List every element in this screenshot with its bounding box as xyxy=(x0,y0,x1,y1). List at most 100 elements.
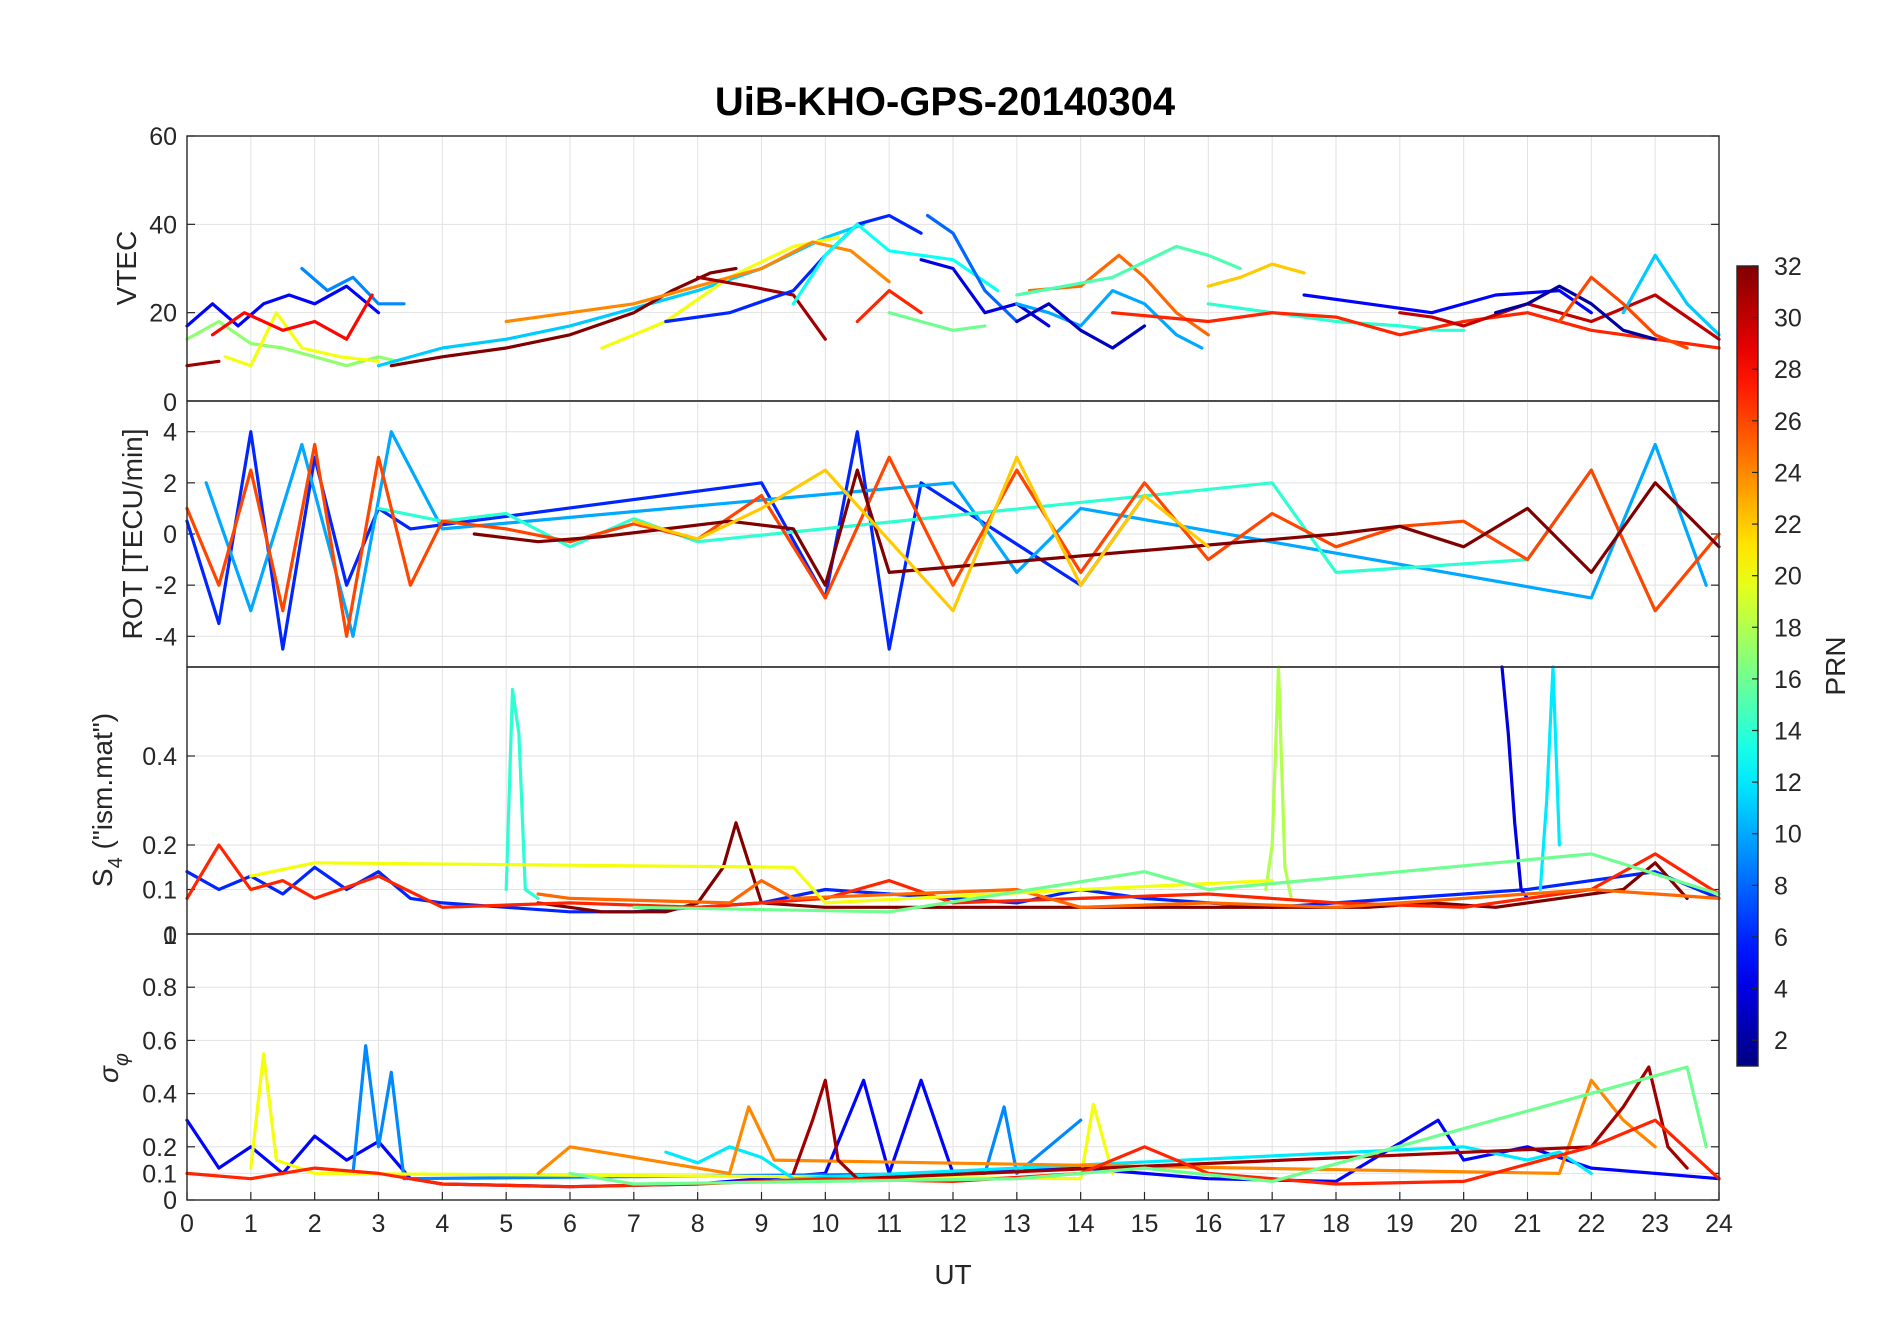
x-tick-label: 0 xyxy=(180,1210,194,1238)
vtec-series-prn-11 xyxy=(1621,253,1721,337)
s4-series-prn-25 xyxy=(536,878,1721,909)
x-tick-label: 21 xyxy=(1514,1210,1542,1238)
x-tick-label: 19 xyxy=(1386,1210,1414,1238)
sigma-series-prn-16 xyxy=(568,1065,1708,1186)
colorbar-tick-label: 14 xyxy=(1774,718,1802,746)
vtec-series-prn-32 xyxy=(389,266,738,368)
sigma-y-ticks: 00.10.2 0.4 0.6 0.8 xyxy=(142,974,1719,1215)
rot-grid xyxy=(187,401,1719,667)
rot-panel: -4 -2 0 2 4 0 ROT [TECU/min] xyxy=(117,389,1721,668)
colorbar-gradient xyxy=(1737,266,1758,1066)
sigma-panel: 00.10.20.40.60.8 0 1 2 3 4 5 6 7 8 9 10 11 12 13 14 15 1… xyxy=(93,922,1733,1290)
rot-series xyxy=(185,430,1721,651)
sigma-label-sub: φ xyxy=(111,1053,133,1066)
s4-series-prn-14 xyxy=(504,687,540,901)
sigma-series-prn-24 xyxy=(536,1078,1657,1176)
vtec-series-prn-3 xyxy=(1015,302,1147,350)
sigma-y-tick-label: 0.2 xyxy=(142,1134,177,1162)
s4-series xyxy=(185,665,1721,914)
x-tick-label: 2 xyxy=(308,1210,322,1238)
rot-series-prn-10 xyxy=(204,430,1708,638)
x-axis-label: UT xyxy=(934,1259,971,1290)
sigma-axes-frame xyxy=(186,933,1720,1201)
colorbar-tick-label: 22 xyxy=(1774,511,1802,539)
x-tick-label: 1 xyxy=(244,1210,258,1238)
vtec-series-prn-27 xyxy=(1110,311,1721,350)
s4-label-main: S xyxy=(87,868,118,887)
s4-series-prn-6 xyxy=(185,865,1721,914)
figure-title: UiB-KHO-GPS-20140304 xyxy=(715,80,1176,124)
s4-bottom-label: 0 xyxy=(163,922,177,950)
colorbar-tick-label: 26 xyxy=(1774,408,1802,436)
vtec-series-prn-9 xyxy=(300,266,406,306)
vtec-series-prn-30 xyxy=(1398,293,1721,341)
x-tick-label: 23 xyxy=(1641,1210,1669,1238)
x-tick-label: 7 xyxy=(627,1210,641,1238)
vtec-series-prn-25 xyxy=(1027,253,1210,337)
vtec-series xyxy=(185,213,1721,368)
vtec-y-tick-label: 40 xyxy=(149,211,177,239)
sigma-series-prn-5 xyxy=(185,1078,1721,1189)
colorbar-tick-label: 18 xyxy=(1774,614,1802,642)
x-tick-label: 5 xyxy=(499,1210,513,1238)
x-tick-label: 6 xyxy=(563,1210,577,1238)
vtec-series-prn-13 xyxy=(791,222,1000,306)
sigma-y-tick-label: 0 xyxy=(163,1187,177,1215)
vtec-series-prn-15 xyxy=(1015,244,1242,297)
sigma-series-prn-27 xyxy=(185,1118,1721,1189)
s4-series-prn-18 xyxy=(1264,665,1293,901)
rot-y-tick-label: -4 xyxy=(155,623,177,651)
vtec-series-prn-20 xyxy=(223,311,381,368)
x-tick-label: 11 xyxy=(876,1210,902,1238)
x-tick-label: 20 xyxy=(1450,1210,1478,1238)
colorbar-tick-label: 32 xyxy=(1774,253,1802,281)
colorbar-tick-label: 2 xyxy=(1774,1027,1788,1055)
s4-y-tick-label: 0.2 xyxy=(142,832,177,860)
sigma-x-ticks: 0 1 2 3 4 5 6 7 8 9 10 11 12 13 14 15 16 17 18 19 20 21 22 23 24 xyxy=(180,1192,1733,1238)
s4-series-prn-20 xyxy=(249,861,1274,905)
s4-y-ticks: 0.1 0.2 0.4 xyxy=(142,743,1719,905)
colorbar-tick-label: 6 xyxy=(1774,924,1788,952)
x-tick-label: 3 xyxy=(372,1210,386,1238)
vtec-series-prn-6 xyxy=(664,213,923,324)
sigma-y-tick-label: 0.4 xyxy=(142,1081,177,1109)
vtec-series-prn-28 xyxy=(210,293,374,341)
colorbar-tick-label: 4 xyxy=(1774,976,1788,1004)
vtec-series-prn-16 xyxy=(887,311,987,332)
sigma-series-prn-31 xyxy=(791,1065,1689,1181)
rot-y-axis-label: ROT [TECU/min] xyxy=(117,428,148,639)
colorbar-tick-label: 10 xyxy=(1774,821,1802,849)
vtec-series-prn-8 xyxy=(925,213,1019,324)
vtec-series-prn-27 xyxy=(855,289,923,324)
colorbar-tick-label: 20 xyxy=(1774,563,1802,591)
vtec-series-prn-14 xyxy=(1206,302,1466,332)
x-tick-label: 10 xyxy=(811,1210,839,1238)
sigma-series xyxy=(185,1044,1721,1189)
colorbar-tick-label: 30 xyxy=(1774,305,1802,333)
rot-y-tick-label: -2 xyxy=(155,572,177,600)
vtec-grid xyxy=(187,135,1719,401)
sigma-grid xyxy=(187,934,1719,1201)
x-tick-label: 9 xyxy=(755,1210,769,1238)
vtec-series-prn-24 xyxy=(504,240,891,324)
rot-y-ticks: -4 -2 0 2 4 xyxy=(155,419,1719,651)
vtec-series-prn-4 xyxy=(919,258,1051,328)
x-tick-label: 14 xyxy=(1067,1210,1095,1238)
sigma-top-label: 1 xyxy=(163,922,177,950)
rot-top-label: 0 xyxy=(163,389,177,417)
s4-series-prn-4 xyxy=(1500,665,1530,901)
x-tick-label: 15 xyxy=(1131,1210,1159,1238)
sigma-y-tick-label: 0.1 xyxy=(142,1160,177,1188)
vtec-y-axis-label: VTEC xyxy=(111,231,142,306)
x-tick-label: 24 xyxy=(1705,1210,1733,1238)
rot-series-prn-6 xyxy=(185,430,1147,651)
rot-series-prn-22 xyxy=(632,455,1210,613)
vtec-series-prn-31 xyxy=(185,359,221,368)
s4-y-tick-label: 0.4 xyxy=(142,743,177,771)
s4-y-tick-label: 0.1 xyxy=(142,877,177,905)
x-tick-label: 4 xyxy=(435,1210,449,1238)
vtec-series-prn-10 xyxy=(1015,289,1204,350)
vtec-y-tick-label: 60 xyxy=(149,123,177,151)
